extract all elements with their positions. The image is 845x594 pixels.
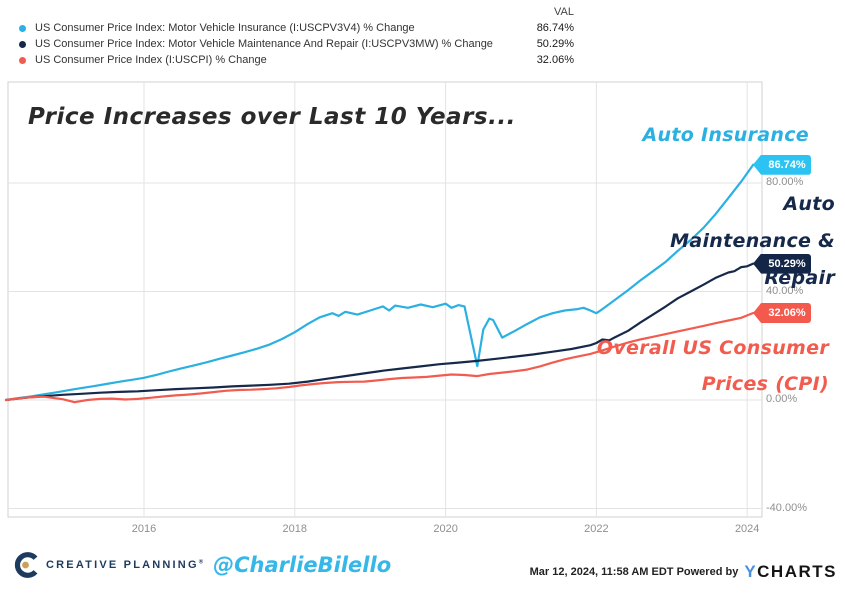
series-dot-icon [19,40,26,48]
brand-label: CREATIVE PLANNING [46,559,199,571]
series-line-auto-maintenance-repair[interactable] [4,262,755,402]
y-axis-tick-label: -40.00% [766,501,807,514]
timestamp: Mar 12, 2024, 11:58 AM EDT Powered by [530,566,739,578]
legend-row-cpi[interactable]: US Consumer Price Index (I:USCPI) % Chan… [12,52,574,68]
series-lines [4,163,755,404]
x-axis-tick-label: 2016 [131,523,157,535]
registered-mark: ® [198,559,204,566]
annotation-line: Overall US Consumer [596,337,829,359]
powered-by-text: Powered by [673,566,739,578]
legend-value: 32.06% [536,54,574,66]
x-axis-tick-label: 2024 [734,523,760,535]
legend-header-row: VAL [12,4,574,20]
annotation-line: Auto [783,193,835,215]
annotation-line: Auto Insurance [642,124,809,146]
timestamp-text: Mar 12, 2024, 11:58 AM EDT [529,566,674,578]
gridlines [8,82,762,517]
plot-border [7,81,763,518]
annotation-auto-maintenance: Auto Maintenance & Repair [670,186,835,297]
legend-label: US Consumer Price Index (I:USCPI) % Chan… [35,54,267,66]
y-axis-tick-label: 80.00% [766,176,804,188]
x-axis-tick-label: 2022 [584,523,609,535]
ycharts-logo-y: Y [744,562,758,581]
y-axis-tick-label: 0.00% [766,393,798,405]
legend-label: US Consumer Price Index: Motor Vehicle M… [35,38,493,50]
footer-attribution: Mar 12, 2024, 11:58 AM EDT Powered by YC… [530,562,837,582]
value-badge-auto-maintenance-repair[interactable]: 50.29% [753,253,811,274]
x-axis-tick-label: 2018 [282,523,308,535]
value-badge-auto-insurance[interactable]: 86.74% [753,154,811,175]
legend: VAL US Consumer Price Index: Motor Vehic… [12,4,574,68]
legend-label: US Consumer Price Index: Motor Vehicle I… [35,22,415,34]
ycharts-logo-charts: CHARTS [757,562,837,581]
series-line-auto-insurance[interactable] [4,163,755,402]
twitter-handle[interactable]: @CharlieBilello [213,553,392,577]
chart-title: Price Increases over Last 10 Years... [28,104,516,130]
y-axis-tick-label: 40.00% [766,284,804,297]
annotation-line: Prices (CPI) [701,373,829,395]
ycharts-logo[interactable]: YCHARTS [744,562,837,582]
series-dot-icon [19,56,26,64]
legend-val-header: VAL [554,6,574,18]
series-dot-icon [19,24,26,32]
brand-name: CREATIVE PLANNING® [46,559,203,571]
legend-row-maintenance[interactable]: US Consumer Price Index: Motor Vehicle M… [12,36,574,52]
annotation-overall-cpi: Overall US Consumer Prices (CPI) [597,330,829,402]
legend-value: 50.29% [536,38,574,50]
legend-value: 86.74% [536,22,574,34]
x-axis-tick-label: 2020 [433,523,458,535]
footer-brand: CREATIVE PLANNING® @CharlieBilello [14,552,391,578]
annotation-line: Maintenance & [670,230,835,252]
legend-row-insurance[interactable]: US Consumer Price Index: Motor Vehicle I… [12,20,574,36]
value-badge-overall-us-consumer-prices-cpi-[interactable]: 32.06% [753,303,811,324]
annotation-line: Repair [764,267,835,289]
creative-planning-logo-icon [14,552,38,578]
series-line-overall-us-consumer-prices-cpi-[interactable] [4,311,755,404]
annotation-auto-insurance: Auto Insurance [643,124,809,146]
